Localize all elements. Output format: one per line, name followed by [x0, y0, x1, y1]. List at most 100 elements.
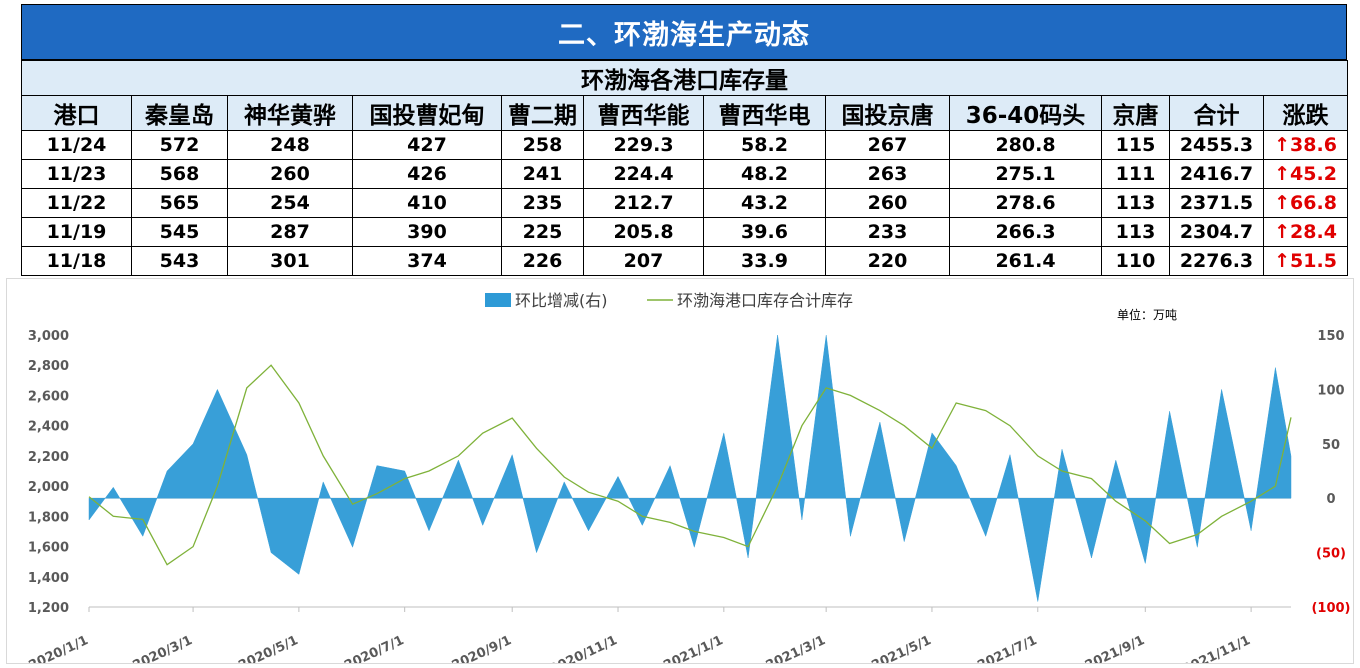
table-cell: 111 — [1101, 159, 1170, 189]
table-row: 11/22 565 254 410 235 212.7 43.2 260 278.6 113 237… — [21, 188, 1349, 218]
table-cell: 278.6 — [949, 188, 1102, 218]
unit-note: 单位：万吨 — [1117, 307, 1177, 322]
table-cell: 113 — [1101, 188, 1170, 218]
change-cell: ↑45.2 — [1262, 159, 1349, 189]
table-cell: 225 — [501, 217, 584, 247]
left-tick-label: 2,400 — [28, 420, 69, 435]
table-cell: 266.3 — [949, 217, 1102, 247]
right-tick-label: (50) — [1316, 547, 1346, 562]
table-cell: 241 — [501, 159, 584, 189]
table-row: 11/23 568 260 426 241 224.4 48.2 263 275.1 111 241… — [21, 159, 1349, 189]
table-cell: 2455.3 — [1169, 130, 1264, 160]
table-cell: 261.4 — [949, 246, 1102, 276]
inventory-table: 环渤海各港口库存量 港口 秦皇岛 神华黄骅 国投曹妃甸 曹二期 曹西华能 曹西华电 国投京唐 3… — [20, 60, 1349, 276]
table-cell: 220 — [825, 246, 950, 276]
table-cell: 33.9 — [703, 246, 826, 276]
change-cell: ↑28.4 — [1262, 217, 1349, 247]
change-cell: ↑51.5 — [1262, 246, 1349, 276]
table-cell: 267 — [825, 130, 950, 160]
left-tick-label: 2,200 — [28, 450, 69, 465]
table-cell: 212.7 — [583, 188, 704, 218]
left-tick-label: 2,600 — [28, 389, 69, 404]
left-tick-label: 2,000 — [28, 480, 69, 495]
table-cell: 115 — [1101, 130, 1170, 160]
table-cell: 545 — [131, 217, 228, 247]
header-cell: 港口 — [21, 95, 132, 131]
chart-area: 环比增减(右) 环渤海港口库存合计库存单位：万吨 3,000 2,800 2,600 2,… — [6, 278, 1354, 668]
x-tick-label: 2021/11/1 — [1180, 633, 1252, 663]
x-tick-label: 2021/3/1 — [764, 633, 828, 663]
left-tick-label: 1,200 — [28, 601, 69, 616]
table-cell: 43.2 — [703, 188, 826, 218]
table-cell: 248 — [227, 130, 353, 160]
table-cell: 2276.3 — [1169, 246, 1264, 276]
left-tick-label: 1,600 — [28, 541, 69, 556]
inventory-table-panel: 二、环渤海生产动态 环渤海各港口库存量 港口 秦皇岛 神华黄骅 国投曹妃甸 曹二期 曹西华… — [20, 4, 1349, 276]
table-cell: 2371.5 — [1169, 188, 1264, 218]
table-cell: 48.2 — [703, 159, 826, 189]
header-cell: 曹西华能 — [583, 95, 704, 131]
header-cell: 涨跌 — [1262, 95, 1349, 131]
table-cell: 260 — [227, 159, 353, 189]
table-cell: 254 — [227, 188, 353, 218]
right-tick-label: (100) — [1311, 601, 1350, 616]
table-cell: 224.4 — [583, 159, 704, 189]
x-tick-label: 2020/1/1 — [27, 633, 91, 663]
x-tick-label: 2021/7/1 — [975, 633, 1039, 663]
table-cell: 207 — [583, 246, 704, 276]
x-tick-label: 2020/11/1 — [547, 633, 619, 663]
table-cell: 280.8 — [949, 130, 1102, 160]
table-cell: 58.2 — [703, 130, 826, 160]
table-cell: 374 — [352, 246, 502, 276]
header-cell: 神华黄骅 — [227, 95, 353, 131]
table-cell: 2416.7 — [1169, 159, 1264, 189]
x-tick-label: 2020/5/1 — [236, 633, 300, 663]
x-tick-label: 2020/9/1 — [450, 633, 514, 663]
table-cell: 113 — [1101, 217, 1170, 247]
table-cell: 543 — [131, 246, 228, 276]
right-tick-label: 0 — [1326, 492, 1335, 507]
table-cell: 275.1 — [949, 159, 1102, 189]
table-cell: 301 — [227, 246, 353, 276]
x-tick-label: 2021/1/1 — [661, 633, 725, 663]
left-tick-label: 1,800 — [28, 510, 69, 525]
x-tick-label: 2021/5/1 — [870, 633, 934, 663]
table-cell: 260 — [825, 188, 950, 218]
x-tick-label: 2021/9/1 — [1083, 633, 1147, 663]
change-cell: ↑66.8 — [1262, 188, 1349, 218]
x-tick-label: 2020/3/1 — [131, 633, 195, 663]
header-cell: 36-40码头 — [949, 95, 1102, 131]
header-cell: 曹西华电 — [703, 95, 826, 131]
series-inventory-line — [88, 364, 1292, 566]
left-tick-label: 1,400 — [28, 571, 69, 586]
left-tick-label: 3,000 — [28, 329, 69, 344]
table-cell: 565 — [131, 188, 228, 218]
table-cell: 11/23 — [21, 159, 132, 189]
table-title: 环渤海各港口库存量 — [20, 60, 1349, 96]
table-cell: 572 — [131, 130, 228, 160]
table-cell: 410 — [352, 188, 502, 218]
table-cell: 229.3 — [583, 130, 704, 160]
legend-label-inventory: 环渤海港口库存合计库存 — [677, 291, 853, 310]
section-title: 二、环渤海生产动态 — [21, 4, 1347, 60]
table-cell: 39.6 — [703, 217, 826, 247]
header-cell: 国投京唐 — [825, 95, 950, 131]
left-tick-label: 2,800 — [28, 359, 69, 374]
table-cell: 258 — [501, 130, 584, 160]
table-cell: 235 — [501, 188, 584, 218]
series-change-area — [88, 334, 1292, 602]
table-cell: 390 — [352, 217, 502, 247]
table-cell: 2304.7 — [1169, 217, 1264, 247]
table-cell: 110 — [1101, 246, 1170, 276]
table-cell: 568 — [131, 159, 228, 189]
legend-label-change: 环比增减(右) — [515, 291, 608, 310]
header-cell: 国投曹妃甸 — [352, 95, 502, 131]
legend-swatch-change — [485, 293, 511, 307]
change-cell: ↑38.6 — [1262, 130, 1349, 160]
right-tick-label: 100 — [1317, 383, 1344, 398]
table-row: 11/24 572 248 427 258 229.3 58.2 267 280.8 115 245… — [21, 130, 1349, 160]
table-cell: 11/18 — [21, 246, 132, 276]
header-cell: 秦皇岛 — [131, 95, 228, 131]
table-cell: 427 — [352, 130, 502, 160]
